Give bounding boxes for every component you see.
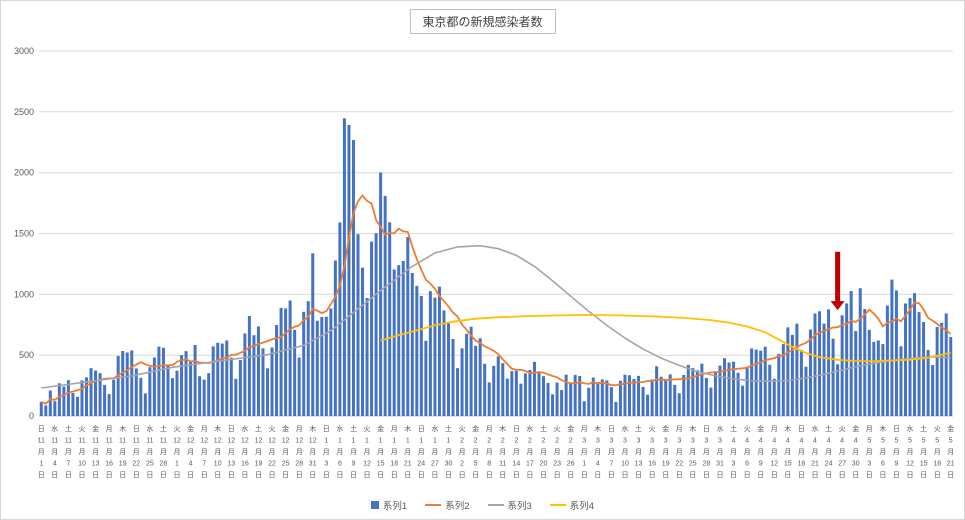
legend-label-series2: 系列2 [445, 501, 470, 512]
svg-text:3000: 3000 [14, 46, 34, 56]
svg-text:1500: 1500 [14, 229, 34, 239]
legend-label-series3: 系列3 [507, 501, 532, 512]
svg-text:2500: 2500 [14, 107, 34, 117]
svg-text:500: 500 [19, 350, 34, 360]
legend-item-series2[interactable]: 系列2 [425, 498, 470, 512]
gridlines [39, 50, 953, 417]
series4-line-swatch [549, 503, 566, 507]
legend-label-series4: 系列4 [569, 501, 595, 512]
line-series2[interactable] [40, 194, 952, 405]
bars-series1[interactable] [39, 118, 953, 416]
svg-text:1000: 1000 [14, 289, 34, 299]
x-axis-labels: 日 11 月 1 日水 11 月 4 日土 11 月 7 日火 11 月 10 日金 11 月 13 日月 11 月 16 日木… [38, 424, 955, 479]
legend-item-series1[interactable]: 系列1 [370, 498, 408, 512]
chart-legend: 系列1 系列2 系列3 系列4 [1, 498, 964, 512]
series2-line-swatch [425, 503, 442, 507]
legend-item-series3[interactable]: 系列3 [487, 498, 532, 512]
line-series3[interactable] [41, 244, 951, 389]
chart-title: 東京都の新規感染者数 [409, 9, 556, 34]
down-arrow-annotation [830, 251, 845, 311]
line-series4[interactable] [380, 314, 951, 363]
svg-text:0: 0 [29, 411, 34, 421]
svg-text:2000: 2000 [14, 168, 34, 178]
y-axis-labels: 0 500 1000 1500 2000 2500 3000 [14, 46, 34, 421]
legend-label-series1: 系列1 [382, 501, 408, 512]
series1-bar-swatch [370, 501, 379, 509]
series3-line-swatch [487, 503, 504, 507]
legend-item-series4[interactable]: 系列4 [549, 498, 595, 512]
